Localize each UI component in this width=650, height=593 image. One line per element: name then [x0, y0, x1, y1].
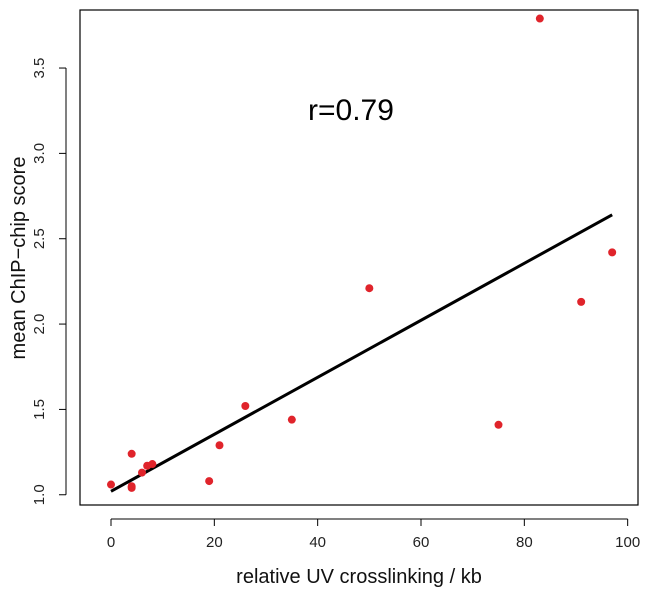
data-point [494, 420, 503, 429]
plot-frame [79, 9, 639, 506]
correlation-annotation: r=0.79 [308, 94, 394, 127]
regression-line [110, 213, 613, 493]
data-point [107, 480, 115, 489]
y-tick-label: 2.0 [31, 314, 48, 335]
y-axis: 1.0 1.5 2.0 2.5 3.0 3.5 [31, 58, 67, 505]
x-tick-label: 80 [516, 534, 533, 551]
y-tick-label: 2.5 [31, 228, 48, 249]
y-tick-label: 1.5 [31, 399, 48, 420]
data-point [535, 14, 544, 23]
x-axis-label: relative UV crosslinking / kb [236, 566, 482, 588]
regression-line-layer [110, 213, 613, 493]
y-tick-label: 3.5 [31, 58, 48, 79]
data-point [287, 415, 296, 424]
y-axis-label: mean ChIP−chip score [8, 157, 30, 360]
x-tick-label: 20 [206, 534, 223, 551]
x-tick-label: 60 [413, 534, 430, 551]
data-point [127, 482, 136, 491]
data-point [138, 468, 146, 477]
data-point [577, 297, 586, 306]
data-point [148, 460, 157, 469]
x-axis: 0 20 40 60 80 100 [107, 518, 640, 551]
y-tick-label: 1.0 [31, 484, 48, 505]
data-point [241, 402, 250, 410]
data-point [608, 248, 617, 257]
x-tick-label: 40 [309, 534, 326, 551]
x-tick-label: 100 [615, 534, 640, 551]
data-point [205, 477, 214, 486]
data-point [127, 449, 136, 458]
x-tick-label: 0 [107, 534, 115, 551]
data-point [215, 441, 224, 450]
y-tick-label: 3.0 [31, 143, 48, 164]
data-point [365, 284, 374, 293]
points-layer [107, 14, 617, 492]
